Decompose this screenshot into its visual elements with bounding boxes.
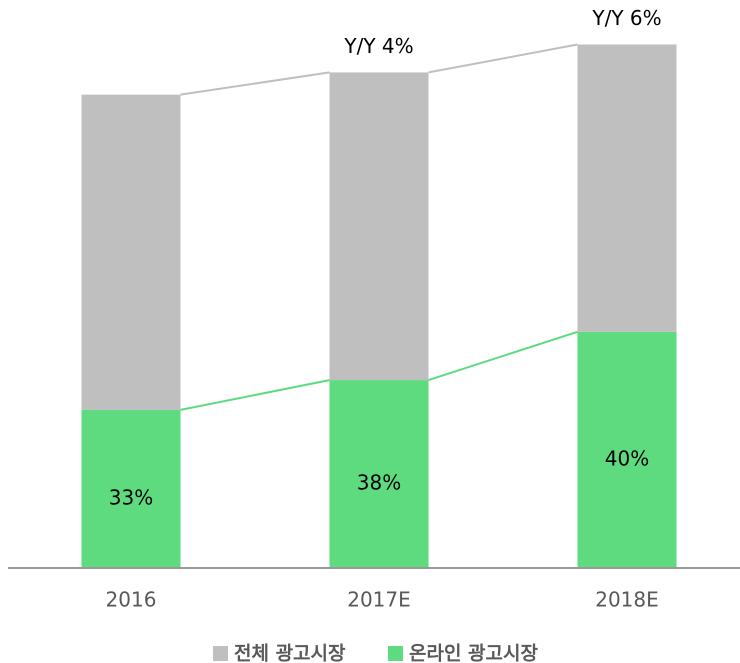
legend-label: 전체 광고시장 bbox=[234, 643, 346, 663]
legend-swatch bbox=[388, 646, 403, 661]
x-tick-label: 2018E bbox=[595, 588, 659, 612]
x-tick-label: 2017E bbox=[347, 588, 411, 612]
bar-segment bbox=[329, 380, 429, 568]
growth-label: Y/Y 6% bbox=[591, 6, 661, 30]
growth-label: Y/Y 4% bbox=[343, 34, 413, 58]
legend-label: 온라인 광고시장 bbox=[409, 643, 538, 663]
share-label: 38% bbox=[357, 471, 401, 495]
x-tick-label: 2016 bbox=[106, 588, 157, 612]
bar-segment bbox=[577, 44, 677, 332]
bar-segment bbox=[81, 409, 181, 568]
bar-segment bbox=[81, 94, 181, 410]
connector-line bbox=[180, 379, 330, 411]
share-label: 33% bbox=[109, 485, 153, 509]
legend-swatch bbox=[213, 646, 228, 661]
bar-segment bbox=[329, 72, 429, 381]
connector-line bbox=[428, 330, 578, 382]
connector-line bbox=[180, 71, 330, 96]
bar-segment bbox=[577, 331, 677, 568]
share-label: 40% bbox=[605, 446, 649, 470]
connector-line bbox=[428, 43, 578, 74]
